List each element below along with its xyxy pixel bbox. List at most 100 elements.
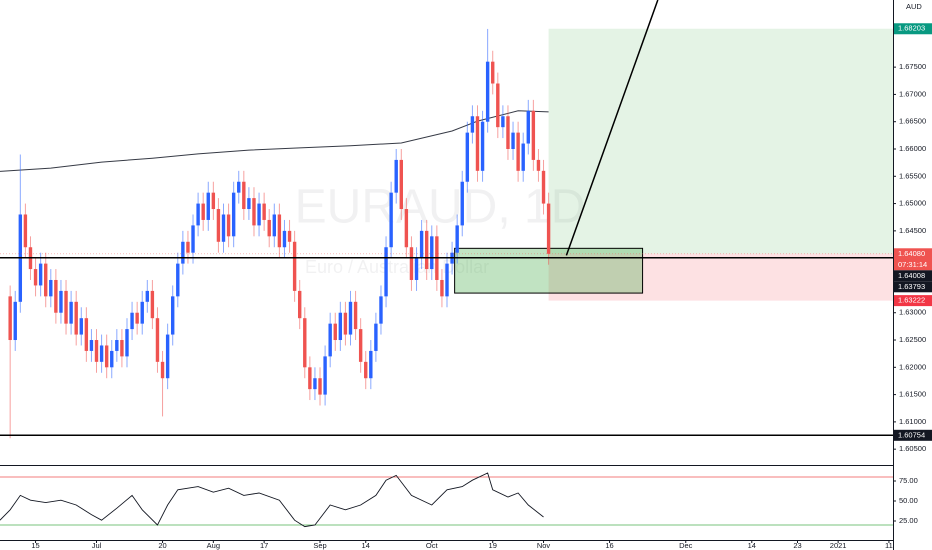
candle-body (364, 361, 368, 379)
candle-body (282, 230, 287, 248)
rsi-tick-label: 75.00 (899, 476, 918, 485)
candle-body (394, 159, 398, 193)
candle-body (196, 203, 200, 226)
candle-body (262, 203, 266, 220)
currency-label: AUD (906, 2, 922, 11)
candle-body (541, 170, 546, 204)
y-tick-label: 1.64500 (899, 226, 926, 235)
candle-body (501, 116, 505, 128)
candle-body (110, 350, 114, 368)
candle-body (171, 296, 175, 335)
y-tick-label: 1.63000 (899, 308, 926, 317)
candle-body (318, 378, 322, 395)
trend-line (565, 0, 659, 256)
candle-body (201, 203, 205, 220)
x-tick-label: 14 (362, 541, 370, 550)
candle-body (23, 214, 28, 248)
candle-body (419, 230, 424, 259)
y-tick-label: 1.61500 (899, 390, 926, 399)
candle-body (414, 258, 419, 280)
candle-body (292, 241, 297, 291)
candle-body (104, 345, 109, 368)
candle-body (13, 301, 17, 341)
rsi-line (0, 472, 544, 528)
candle-body (404, 209, 409, 248)
candle-body (399, 159, 403, 210)
candle-body (49, 279, 53, 297)
candle-body (79, 318, 83, 335)
candle-body (89, 340, 94, 351)
candle-body (242, 181, 246, 210)
candle-body (536, 159, 541, 171)
x-tick-label: 14 (748, 541, 756, 550)
candle-body (59, 290, 63, 313)
candle-body (445, 263, 449, 297)
candle-body (69, 301, 73, 324)
candle-body (521, 143, 525, 171)
y-tick-label: 1.67000 (899, 89, 926, 98)
x-tick-label: 23 (793, 541, 801, 550)
x-tick-label: Nov (537, 541, 551, 550)
candle-body (94, 340, 99, 362)
candle-body (379, 296, 383, 324)
price-label-box (894, 270, 932, 282)
candle-body (328, 323, 332, 357)
candle-body (374, 323, 378, 351)
candle-body (430, 236, 434, 270)
price-label: 1.64080 (898, 249, 925, 258)
candle-body (191, 225, 195, 253)
x-tick-label: Oct (426, 541, 439, 550)
candle-body (511, 132, 515, 149)
candle-body (480, 121, 485, 171)
y-tick-label: 1.62000 (899, 362, 926, 371)
candle-body (384, 247, 388, 297)
price-label: 1.60754 (898, 430, 925, 439)
candle-body (303, 318, 307, 368)
candle-body (54, 279, 58, 313)
watermark-symbol: EURAUD, 1D (295, 181, 586, 234)
candle-body (38, 263, 43, 286)
candle-body (297, 290, 302, 319)
candle-body (115, 340, 119, 351)
candle-body (358, 329, 363, 362)
candle-body (353, 301, 358, 330)
candle-body (526, 110, 530, 144)
candle-body (475, 116, 480, 171)
price-label-box (894, 295, 932, 307)
candle-body (64, 290, 68, 324)
y-tick-label: 1.65500 (899, 171, 926, 180)
y-tick-label: 1.66000 (899, 144, 926, 153)
candle-body (455, 225, 459, 253)
candle-body (99, 345, 104, 362)
candle-body (33, 269, 38, 286)
price-label: 1.63793 (898, 282, 925, 291)
candle-body (140, 301, 144, 324)
candle-body (389, 192, 393, 248)
candle-body (287, 230, 292, 242)
x-tick-label: 19 (489, 541, 497, 550)
candle-body (323, 356, 327, 395)
x-tick-label: 17 (260, 541, 268, 550)
candle-body (44, 263, 48, 297)
price-label: 1.64008 (898, 271, 925, 280)
candle-body (257, 203, 261, 226)
candle-body (8, 296, 12, 341)
candle-body (440, 279, 444, 297)
candle-body (150, 290, 155, 319)
price-label-box (894, 281, 932, 293)
candle-body (155, 318, 160, 362)
rsi-tick-label: 50.00 (899, 496, 918, 505)
candle-body (460, 181, 464, 226)
y-tick-label: 1.61000 (899, 417, 926, 426)
price-label-box (894, 23, 932, 35)
watermark-description: Euro / Australian Dollar (305, 257, 489, 277)
candle-body (176, 263, 180, 297)
candle-body (221, 214, 226, 242)
candle-body (237, 181, 241, 193)
rsi-tick-label: 25.00 (899, 516, 918, 525)
candle-body (308, 367, 312, 390)
candle-body (267, 219, 271, 237)
candle-body (485, 61, 490, 122)
